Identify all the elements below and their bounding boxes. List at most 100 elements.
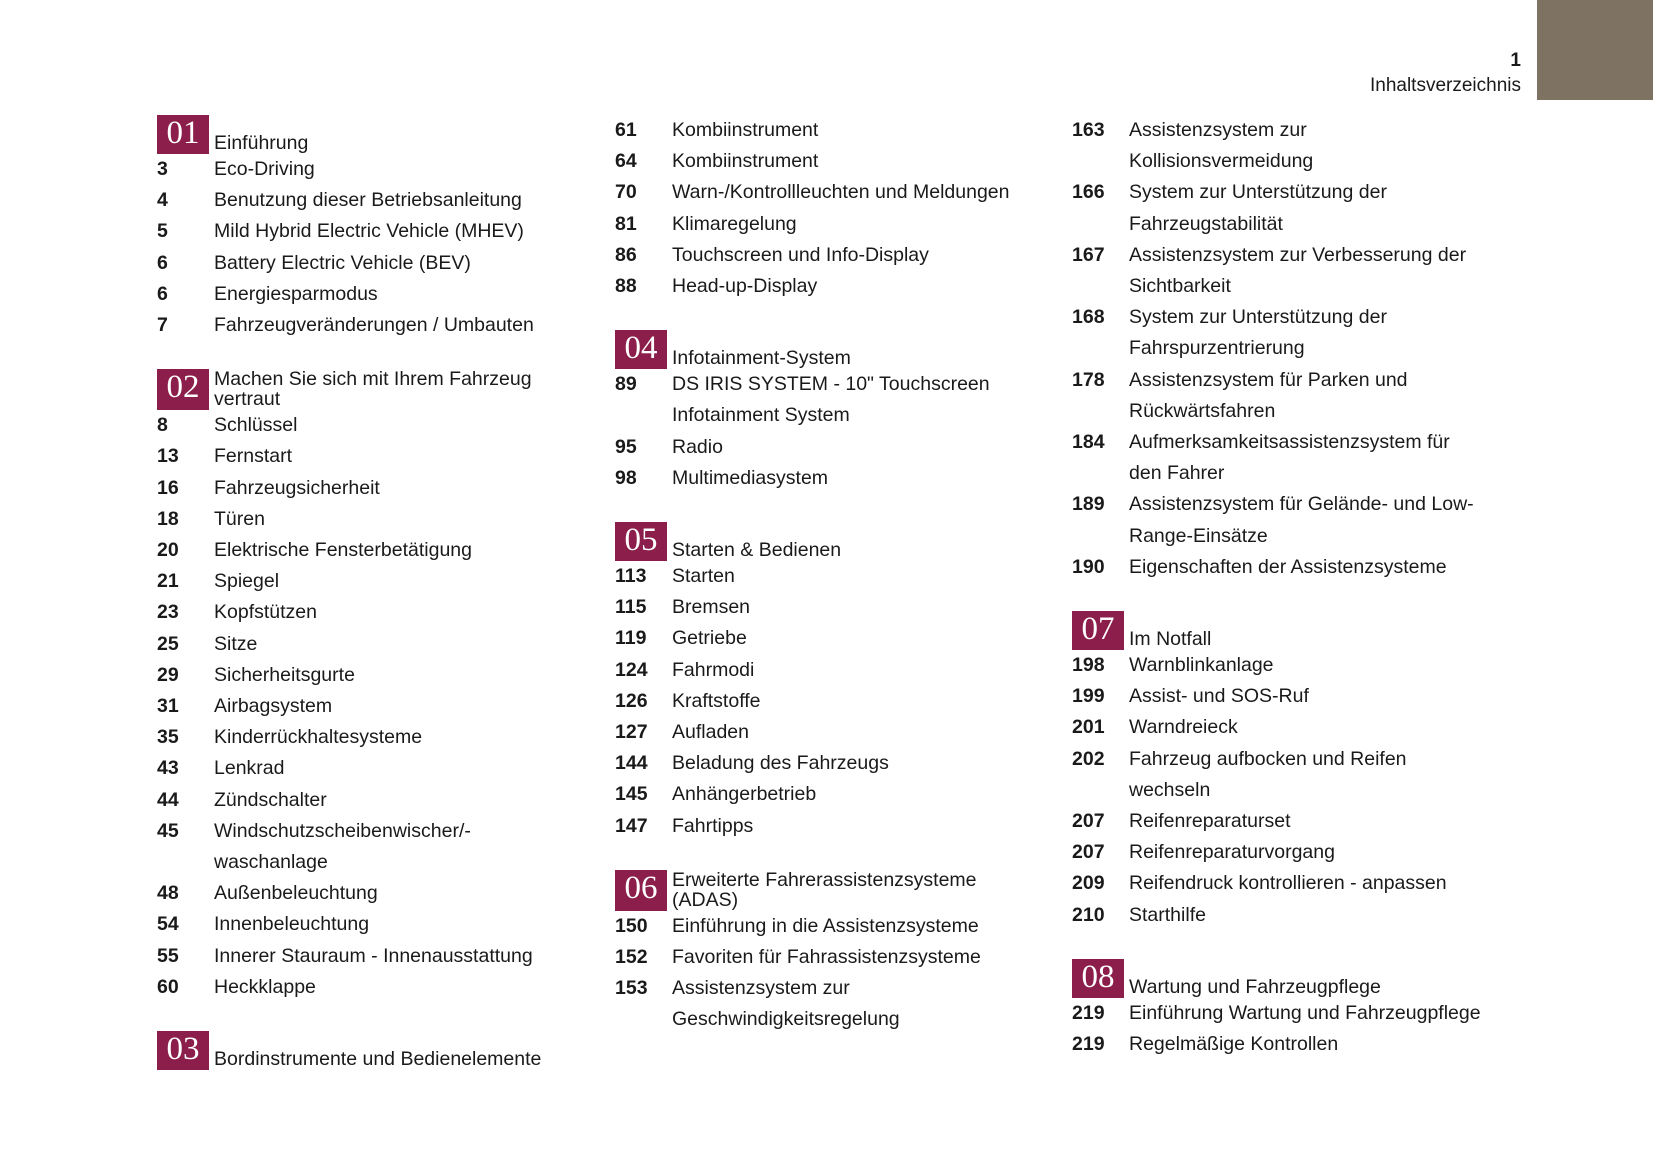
toc-entry[interactable]: 31 Airbagsystem [157,691,577,722]
entry-page-number: 61 [615,119,637,141]
section-header[interactable]: 06 Erweiterte Fahrerassistenzsysteme (ADA… [615,869,1035,911]
toc-entry[interactable]: 210 Starthilfe [1072,900,1492,931]
toc-entry[interactable]: 150 Einführung in die Assistenzsysteme [615,911,1035,942]
toc-entry[interactable]: 4 Benutzung dieser Betriebsanleitung [157,185,577,216]
toc-entry[interactable]: 86 Touchscreen und Info-Display [615,240,1035,271]
toc-entry[interactable]: 25 Sitze [157,629,577,660]
toc-entry[interactable]: 29 Sicherheitsgurte [157,660,577,691]
toc-entry[interactable]: 163 Assistenzsystem zur Kollisionsvermeid… [1072,115,1492,177]
toc-entry[interactable]: 44 Zündschalter [157,785,577,816]
entry-title: Klimaregelung [672,212,797,235]
entry-page-number: 207 [1072,810,1105,833]
entry-title: Eigenschaften der Assistenzsysteme [1129,555,1447,578]
entry-title: Assistenzsystem zur Verbesserung der Sic… [1129,243,1467,298]
toc-entry[interactable]: 202 Fahrzeug aufbocken und Reifen wechsel… [1072,744,1492,806]
entry-title: Zündschalter [214,788,327,811]
entry-title: Fahrtipps [672,814,754,837]
toc-entry[interactable]: 55 Innerer Stauraum - Innenausstattung [157,941,577,972]
toc-entry[interactable]: 113 Starten [615,561,1035,592]
toc-entry[interactable]: 152 Favoriten für Fahrassistenzsysteme [615,942,1035,973]
toc-entry[interactable]: 5 Mild Hybrid Electric Vehicle (MHEV) [157,216,577,247]
entry-title: Warnblinkanlage [1129,654,1274,677]
toc-entry[interactable]: 219 Regelmäßige Kontrollen [1072,1029,1492,1060]
entry-title: Heckklappe [214,975,316,998]
toc-entry[interactable]: 70 Warn-/Kontrollleuchten und Meldungen [615,177,1035,208]
toc-entry[interactable]: 147 Fahrtipps [615,811,1035,842]
entry-page-number: 126 [615,689,648,712]
toc-entry[interactable]: 126 Kraftstoffe [615,686,1035,717]
toc-entry[interactable]: 207 Reifenreparaturset [1072,806,1492,837]
entry-title: Head-up-Display [672,275,818,298]
toc-entry[interactable]: 168 System zur Unterstützung der Fahrspur… [1072,302,1492,364]
entry-title: System zur Unterstützung der Fahrzeugsta… [1129,181,1387,235]
entry-page-number: 207 [1072,841,1105,864]
toc-entry[interactable]: 16 Fahrzeugsicherheit [157,473,577,504]
toc-entry[interactable]: 178 Assistenzsystem für Parken und Rückwä… [1072,365,1492,427]
entry-page-number: 150 [615,914,648,937]
section-header[interactable]: 05 Starten & Bedienen [615,522,1035,562]
entry-page-number: 8 [157,414,168,437]
entry-title: Reifendruck kontrollieren - anpassen [1129,872,1447,895]
toc-entry[interactable]: 7 Fahrzeugveränderungen / Umbauten [157,310,577,341]
toc-entry[interactable]: 23 Kopfstützen [157,597,577,628]
entry-title: Innerer Stauraum - Innenausstattung [214,944,533,967]
toc-entry[interactable]: 207 Reifenreparaturvorgang [1072,837,1492,868]
toc-entry[interactable]: 89 DS IRIS SYSTEM - 10" Touchscreen Infot… [615,369,1035,431]
toc-entry[interactable]: 198 Warnblinkanlage [1072,650,1492,681]
section-header[interactable]: 08 Wartung und Fahrzeugpflege [1072,958,1492,998]
toc-entry[interactable]: 167 Assistenzsystem zur Verbesserung der … [1072,240,1492,302]
toc-entry[interactable]: 64 Kombiinstrument [615,146,1035,177]
entry-page-number: 16 [157,476,179,499]
toc-entry[interactable]: 153 Assistenzsystem zur Geschwindigkeitsr… [615,973,1035,1035]
section-header[interactable]: 03 Bordinstrumente und Bedienelemente [157,1031,577,1071]
entry-title: Assistenzsystem zur Kollisionsvermeidung [1129,119,1314,173]
toc-entry[interactable]: 119 Getriebe [615,623,1035,654]
toc-entry[interactable]: 3 Eco-Driving [157,154,577,185]
toc-entry[interactable]: 95 Radio [615,432,1035,463]
toc-entry[interactable]: 81 Klimaregelung [615,209,1035,240]
toc-entry[interactable]: 35 Kinderrückhaltesysteme [157,722,577,753]
toc-entry[interactable]: 144 Beladung des Fahrzeugs [615,748,1035,779]
toc-entry[interactable]: 60 Heckklappe [157,972,577,1003]
section-header[interactable]: 07 Im Notfall [1072,611,1492,651]
section-header[interactable]: 02 Machen Sie sich mit Ihrem Fahrzeug ver… [157,369,577,411]
toc-entry[interactable]: 8 Schlüssel [157,410,577,441]
toc-entry[interactable]: 219 Einführung Wartung und Fahrzeugpflege [1072,998,1492,1029]
entry-title: Kopfstützen [214,601,317,624]
toc-entry[interactable]: 115 Bremsen [615,592,1035,623]
toc-entry[interactable]: 6 Battery Electric Vehicle (BEV) [157,248,577,279]
toc-entry[interactable]: 54 Innenbeleuchtung [157,909,577,940]
toc-entry[interactable]: 184 Aufmerksamkeitsassistenzsystem für de… [1072,427,1492,489]
toc-entry[interactable]: 209 Reifendruck kontrollieren - anpassen [1072,868,1492,899]
entry-page-number: 6 [157,251,168,274]
entry-page-number: 144 [615,752,648,775]
entry-title: Warn-/Kontrollleuchten und Meldungen [672,181,1010,204]
toc-entry[interactable]: 190 Eigenschaften der Assistenzsysteme [1072,552,1492,583]
toc-entry[interactable]: 61 Kombiinstrument [615,115,1035,146]
toc-entry[interactable]: 201 Warndreieck [1072,712,1492,743]
toc-entry[interactable]: 199 Assist- und SOS-Ruf [1072,681,1492,712]
toc-entry[interactable]: 88 Head-up-Display [615,271,1035,302]
toc-entry[interactable]: 124 Fahrmodi [615,655,1035,686]
toc-entry[interactable]: 48 Außenbeleuchtung [157,878,577,909]
toc-entry[interactable]: 98 Multimediasystem [615,463,1035,494]
toc-entry[interactable]: 145 Anhängerbetrieb [615,779,1035,810]
toc-entry[interactable]: 43 Lenkrad [157,753,577,784]
toc-entry[interactable]: 6 Energiesparmodus [157,279,577,310]
toc-entry[interactable]: 127 Aufladen [615,717,1035,748]
toc-entry[interactable]: 13 Fernstart [157,441,577,472]
toc-entry[interactable]: 166 System zur Unterstützung der Fahrzeug… [1072,177,1492,239]
toc-entry[interactable]: 189 Assistenzsystem für Gelände- und Low-… [1072,489,1492,551]
entry-title: Touchscreen und Info-Display [672,243,929,266]
entry-page-number: 153 [615,977,648,1000]
entry-page-number: 167 [1072,243,1105,266]
toc-entry[interactable]: 18 Türen [157,504,577,535]
entry-title: Fahrmodi [672,658,755,681]
toc-entry[interactable]: 20 Elektrische Fensterbetätigung [157,535,577,566]
section-header[interactable]: 01 Einführung [157,115,577,154]
entry-title: Kraftstoffe [672,689,761,712]
entry-page-number: 119 [615,627,647,650]
toc-entry[interactable]: 45 Windschutzscheibenwischer/- waschanlag… [157,816,577,878]
toc-entry[interactable]: 21 Spiegel [157,566,577,597]
section-header[interactable]: 04 Infotainment-System [615,330,1035,370]
